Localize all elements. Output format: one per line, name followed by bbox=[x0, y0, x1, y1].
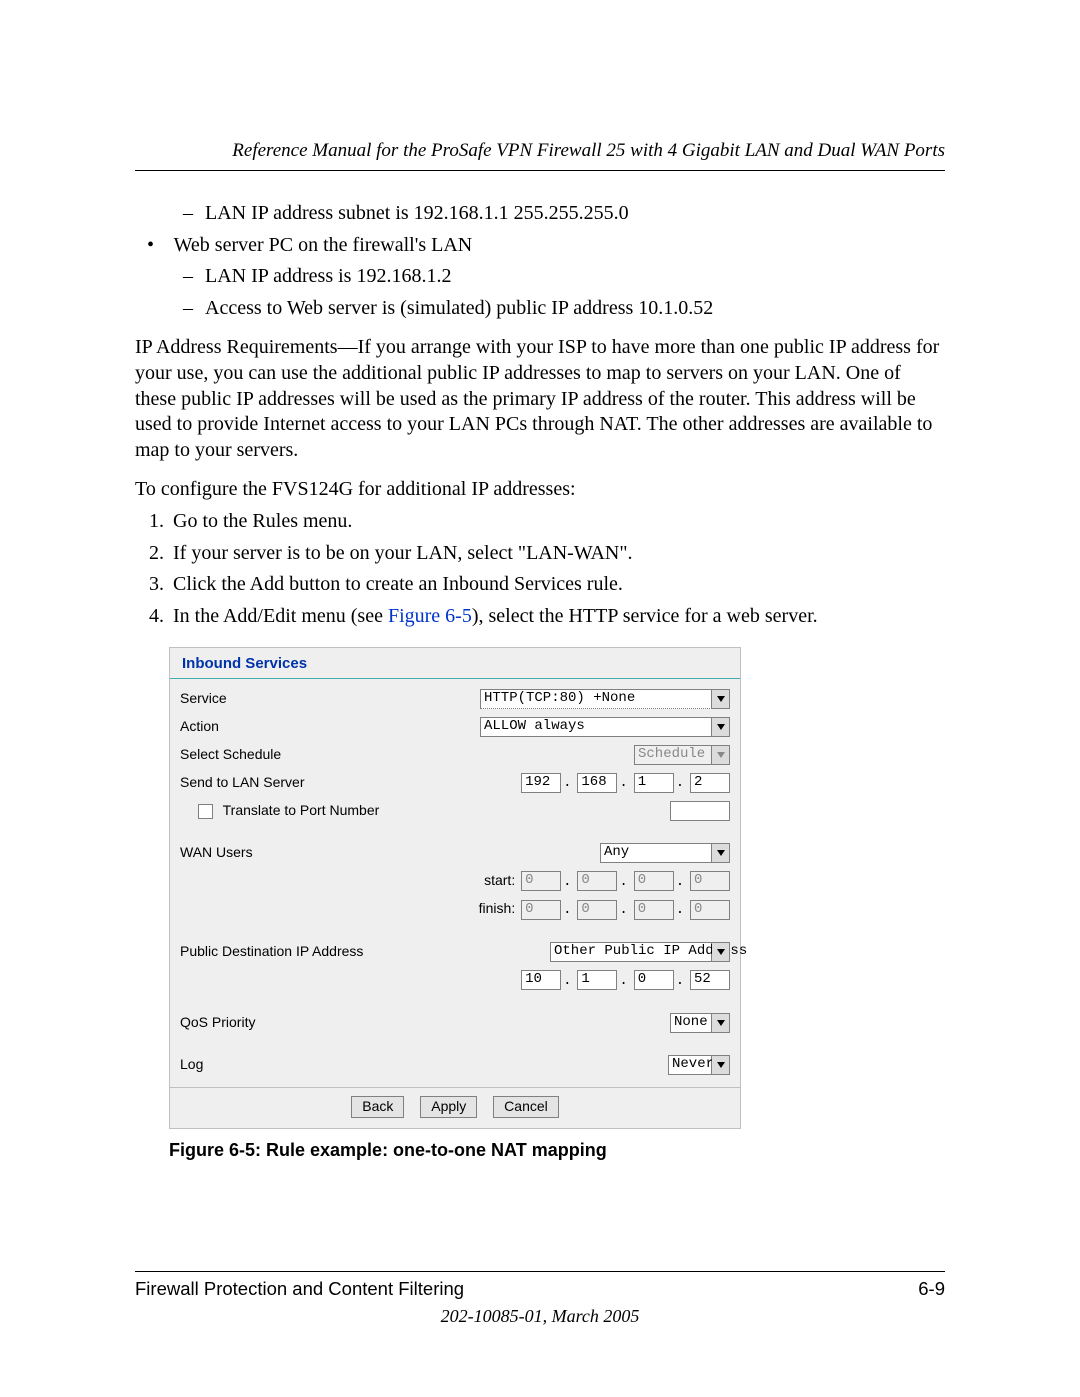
apply-button[interactable]: Apply bbox=[420, 1096, 477, 1118]
finish-ip-1: 0 bbox=[521, 900, 561, 920]
lan-ip-octet-1[interactable]: 192 bbox=[521, 773, 561, 793]
figure-reference-link[interactable]: Figure 6-5 bbox=[388, 605, 472, 627]
log-value: Never bbox=[668, 1055, 712, 1075]
step-4-pre: In the Add/Edit menu (see bbox=[173, 605, 388, 627]
label-action: Action bbox=[170, 713, 469, 741]
paragraph-ip-requirements: IP Address Requirements—If you arrange w… bbox=[135, 335, 945, 463]
finish-ip-4: 0 bbox=[690, 900, 730, 920]
step-2: If your server is to be on your LAN, sel… bbox=[169, 541, 945, 567]
header-rule bbox=[135, 170, 945, 171]
inbound-services-form: Service HTTP(TCP:80) +None Action ALLOW … bbox=[170, 685, 740, 1079]
footer-page-number: 6-9 bbox=[918, 1278, 945, 1300]
log-select[interactable]: Never bbox=[668, 1055, 730, 1075]
dash-item-publicip: Access to Web server is (simulated) publ… bbox=[205, 296, 945, 322]
dropdown-icon bbox=[712, 1013, 730, 1033]
paragraph-configure: To configure the FVS124G for additional … bbox=[135, 477, 945, 503]
step-4-post: ), select the HTTP service for a web ser… bbox=[472, 605, 818, 627]
schedule-select: Schedule 1 bbox=[634, 745, 730, 765]
finish-ip-2: 0 bbox=[577, 900, 617, 920]
page-footer: Firewall Protection and Content Filterin… bbox=[135, 1271, 945, 1327]
ip-dot: . bbox=[561, 775, 573, 791]
pubdest-ip-1[interactable]: 10 bbox=[521, 970, 561, 990]
service-select-value: HTTP(TCP:80) +None bbox=[480, 689, 712, 709]
start-ip-1: 0 bbox=[521, 871, 561, 891]
ip-dot: . bbox=[617, 775, 629, 791]
dropdown-icon bbox=[712, 942, 730, 962]
action-select-value: ALLOW always bbox=[480, 717, 712, 737]
label-service: Service bbox=[170, 685, 469, 713]
dropdown-icon bbox=[712, 843, 730, 863]
steps-list: Go to the Rules menu. If your server is … bbox=[135, 509, 945, 629]
dash-item-subnet: LAN IP address subnet is 192.168.1.1 255… bbox=[205, 201, 945, 227]
label-translate-port: Translate to Port Number bbox=[170, 797, 469, 825]
label-finish: finish: bbox=[479, 900, 518, 916]
action-select[interactable]: ALLOW always bbox=[480, 717, 730, 737]
wan-users-value: Any bbox=[600, 843, 712, 863]
panel-title: Inbound Services bbox=[170, 648, 740, 677]
start-ip-2: 0 bbox=[577, 871, 617, 891]
public-dest-ip-value: Other Public IP Address bbox=[550, 942, 712, 962]
dropdown-icon bbox=[712, 1055, 730, 1075]
inbound-services-screenshot: Inbound Services Service HTTP(TCP:80) +N… bbox=[169, 647, 741, 1129]
back-button[interactable]: Back bbox=[351, 1096, 404, 1118]
dropdown-icon bbox=[712, 745, 730, 765]
label-log: Log bbox=[170, 1051, 469, 1079]
label-send-to-lan: Send to LAN Server bbox=[170, 769, 469, 798]
pubdest-ip-3[interactable]: 0 bbox=[634, 970, 674, 990]
footer-rule bbox=[135, 1271, 945, 1272]
step-4: In the Add/Edit menu (see Figure 6-5), s… bbox=[169, 604, 945, 630]
lan-ip-octet-3[interactable]: 1 bbox=[634, 773, 674, 793]
qos-select[interactable]: None bbox=[670, 1013, 730, 1033]
service-select[interactable]: HTTP(TCP:80) +None bbox=[480, 689, 730, 709]
bullet-webserver-text: Web server PC on the firewall's LAN bbox=[174, 234, 473, 256]
dropdown-icon bbox=[712, 689, 730, 709]
footer-doc-id: 202-10085-01, March 2005 bbox=[135, 1306, 945, 1327]
bullet-webserver: Web server PC on the firewall's LAN LAN … bbox=[169, 233, 945, 322]
translate-port-input[interactable] bbox=[670, 801, 730, 821]
lan-ip-octet-4[interactable]: 2 bbox=[690, 773, 730, 793]
running-head: Reference Manual for the ProSafe VPN Fir… bbox=[135, 140, 945, 170]
start-ip-4: 0 bbox=[690, 871, 730, 891]
cancel-button[interactable]: Cancel bbox=[493, 1096, 559, 1118]
footer-section-title: Firewall Protection and Content Filterin… bbox=[135, 1278, 464, 1300]
label-public-dest-ip: Public Destination IP Address bbox=[170, 938, 469, 966]
label-qos: QoS Priority bbox=[170, 1009, 469, 1037]
start-ip-3: 0 bbox=[634, 871, 674, 891]
schedule-select-value: Schedule 1 bbox=[634, 745, 712, 765]
dropdown-icon bbox=[712, 717, 730, 737]
finish-ip-3: 0 bbox=[634, 900, 674, 920]
pubdest-ip-2[interactable]: 1 bbox=[577, 970, 617, 990]
public-dest-ip-select[interactable]: Other Public IP Address bbox=[550, 942, 730, 962]
body-text: LAN IP address subnet is 192.168.1.1 255… bbox=[135, 201, 945, 1162]
qos-value: None bbox=[670, 1013, 712, 1033]
pubdest-ip-4[interactable]: 52 bbox=[690, 970, 730, 990]
page: Reference Manual for the ProSafe VPN Fir… bbox=[0, 0, 1080, 1397]
step-1: Go to the Rules menu. bbox=[169, 509, 945, 535]
button-row: Back Apply Cancel bbox=[170, 1087, 740, 1128]
lan-ip-octet-2[interactable]: 168 bbox=[577, 773, 617, 793]
panel-title-rule bbox=[170, 678, 740, 679]
label-wan-users: WAN Users bbox=[170, 839, 469, 867]
translate-port-text: Translate to Port Number bbox=[223, 802, 380, 818]
ip-dot: . bbox=[674, 775, 686, 791]
dash-item-lanip: LAN IP address is 192.168.1.2 bbox=[205, 264, 945, 290]
step-3: Click the Add button to create an Inboun… bbox=[169, 572, 945, 598]
figure-caption: Figure 6-5: Rule example: one-to-one NAT… bbox=[169, 1139, 945, 1162]
translate-port-checkbox[interactable] bbox=[198, 804, 213, 819]
wan-users-select[interactable]: Any bbox=[600, 843, 730, 863]
label-schedule: Select Schedule bbox=[170, 741, 469, 769]
label-start: start: bbox=[484, 872, 517, 888]
